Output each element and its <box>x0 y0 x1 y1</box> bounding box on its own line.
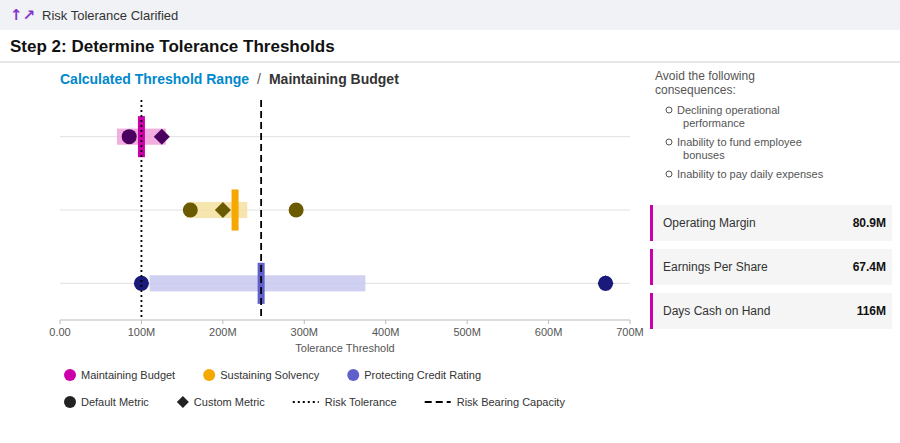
metric-accent <box>650 249 653 285</box>
x-tick <box>630 320 631 324</box>
metric-accent <box>650 205 653 241</box>
x-tick-label: 700M <box>616 326 644 338</box>
subtitle-separator: / <box>257 71 261 87</box>
x-tick-label: 300M <box>291 326 319 338</box>
metric-box <box>652 293 892 329</box>
legend-swatch <box>347 369 359 381</box>
legend-label: Risk Bearing Capacity <box>457 396 566 408</box>
metric-box <box>652 249 892 285</box>
x-tick <box>467 320 468 324</box>
consequences-title: Avoid the followingconsequences: <box>655 69 755 97</box>
header-bar <box>0 0 900 30</box>
x-tick-label: 500M <box>453 326 481 338</box>
grid-line <box>60 210 630 211</box>
text-line: consequences: <box>655 83 736 97</box>
subtitle: Calculated Threshold Range <box>60 71 249 87</box>
legend-label: Custom Metric <box>194 396 265 408</box>
legend-swatch <box>203 369 215 381</box>
legend-swatch <box>64 369 76 381</box>
consequence: Declining operational performance <box>677 104 780 129</box>
background <box>0 0 900 443</box>
legend-label: Default Metric <box>81 396 149 408</box>
x-tick-label: 400M <box>372 326 400 338</box>
subtitle-right: Maintaining Budget <box>269 71 399 87</box>
text-line: Avoid the following <box>655 69 755 83</box>
x-tick <box>304 320 305 324</box>
metric-marker <box>598 276 613 291</box>
metric-marker <box>122 129 137 144</box>
threshold-bar <box>232 189 239 230</box>
metric-label: Days Cash on Hand <box>663 304 770 318</box>
x-tick <box>141 320 142 324</box>
legend-swatch <box>293 401 319 403</box>
x-tick <box>548 320 549 324</box>
metric-marker <box>154 129 170 145</box>
text-line: Inability to pay daily expenses <box>677 168 824 180</box>
metric-value: 67.4M <box>853 260 886 274</box>
x-tick <box>60 320 61 324</box>
bullet <box>666 107 672 113</box>
metric-label: Operating Margin <box>663 216 756 230</box>
legend-label: Maintaining Budget <box>81 369 175 381</box>
metric-box <box>652 205 892 241</box>
header-icon: ↑↗ <box>10 6 35 24</box>
legend-label: Protecting Credit Rating <box>364 369 481 381</box>
text-line: Declining operational <box>677 104 780 116</box>
metric-label: Earnings Per Share <box>663 260 768 274</box>
chart: ↑↗ Risk Tolerance Clarified Step 2: Determ… <box>0 0 900 443</box>
consequence: Inability to pay daily expenses <box>677 168 824 180</box>
text-line: Inability to fund employee <box>677 136 802 148</box>
metric-marker <box>215 202 231 218</box>
metric-value: 116M <box>857 304 886 318</box>
reference-line <box>141 100 143 320</box>
x-tick <box>385 320 386 324</box>
metric-marker <box>598 275 614 291</box>
consequence: Inability to fund employee bonuses <box>677 136 802 161</box>
marks <box>117 100 614 320</box>
metric-value: 80.9M <box>853 216 886 230</box>
legend-swatch <box>425 401 451 403</box>
header-rule <box>0 62 900 63</box>
x-tick-label: 600M <box>535 326 563 338</box>
metric-marker <box>134 276 149 291</box>
text-line: bonuses <box>677 149 725 161</box>
bullet <box>666 171 672 177</box>
header: Risk Tolerance Clarified <box>42 8 178 23</box>
metric-marker <box>183 203 198 218</box>
bullet <box>666 139 672 145</box>
legend-label: Sustaining Solvency <box>220 369 320 381</box>
metric-accent <box>650 293 653 329</box>
reference-line <box>260 100 262 320</box>
legend-swatch <box>64 396 76 408</box>
title: Step 2: Determine Tolerance Thresholds <box>10 37 335 56</box>
legend-label: Risk Tolerance <box>325 396 397 408</box>
x-tick-label: 200M <box>209 326 237 338</box>
legend-swatch <box>177 396 189 408</box>
x-tick <box>222 320 223 324</box>
x-axis-line <box>60 320 630 321</box>
range-bar <box>150 275 366 291</box>
text-line: performance <box>677 117 745 129</box>
x-tick-label: 0.00 <box>49 326 70 338</box>
x-tick-label: 100M <box>128 326 156 338</box>
metric-marker <box>289 203 304 218</box>
x-axis-label: Tolerance Threshold <box>295 342 394 354</box>
